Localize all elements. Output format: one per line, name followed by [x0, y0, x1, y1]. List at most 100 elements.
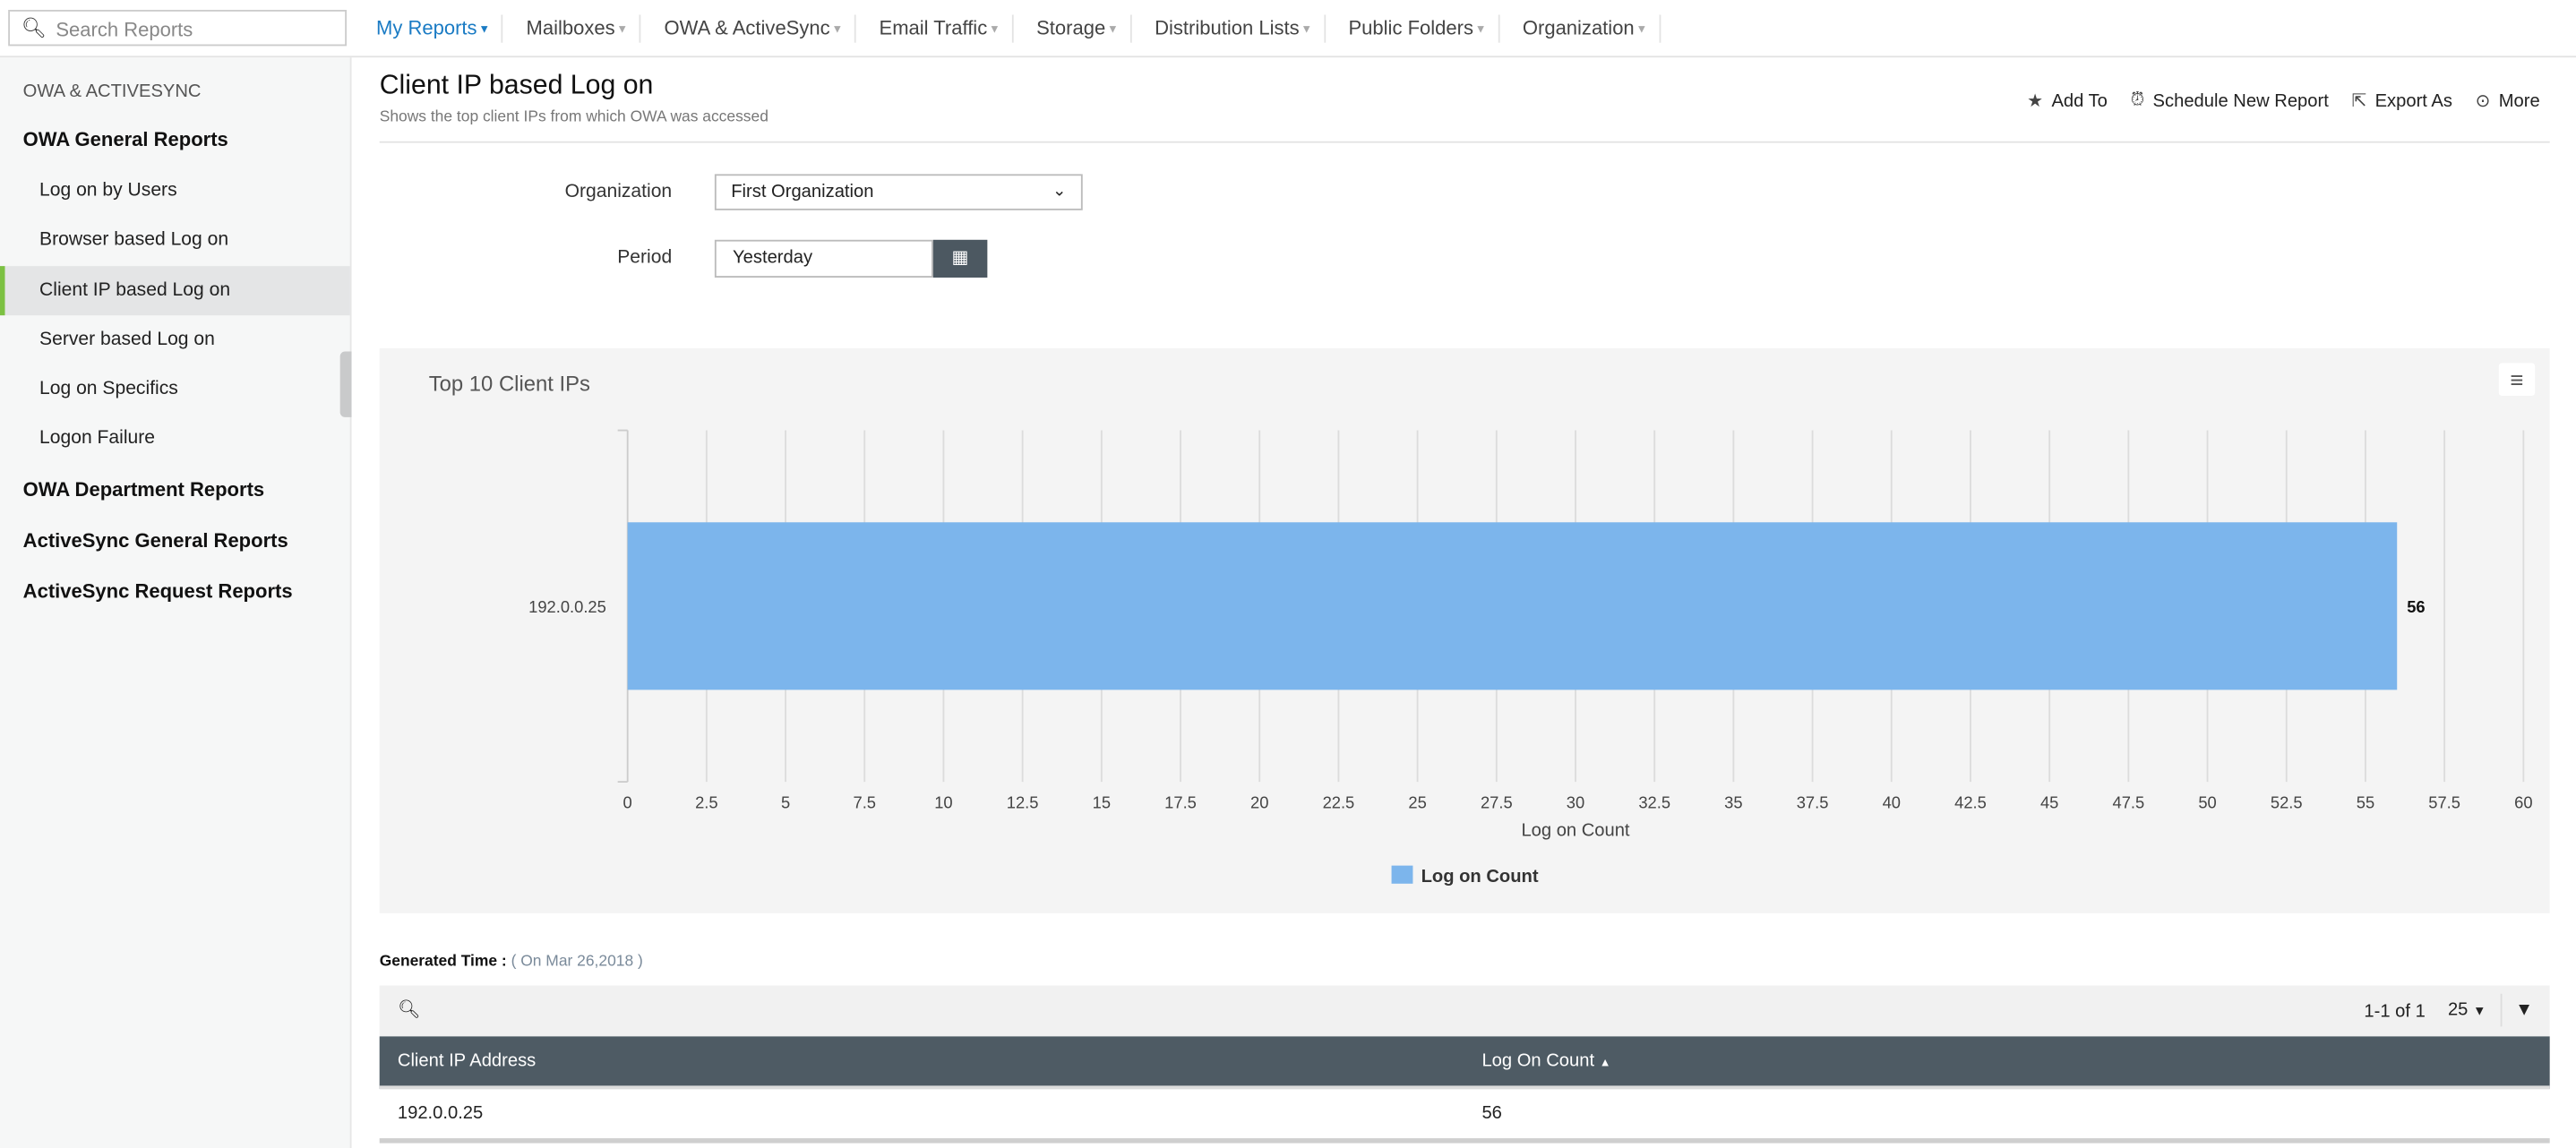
more-button[interactable]: ⊙ More [2475, 90, 2540, 112]
nav-tab-label: Distribution Lists [1155, 15, 1300, 39]
nav-tab-label: Storage [1036, 15, 1106, 39]
chart-menu-icon[interactable]: ≡ [2498, 363, 2536, 397]
legend-swatch [1391, 865, 1413, 884]
caret-down-icon: ▼ [2473, 1003, 2486, 1019]
pagination-info: 1-1 of 1 [2364, 1001, 2426, 1022]
nav-tab-organization[interactable]: Organization ▼ [1511, 13, 1661, 42]
caret-down-icon: ▼ [831, 23, 844, 36]
sidebar-group-owa-department[interactable]: OWA Department Reports [22, 477, 265, 501]
nav-tab-distribution-lists[interactable]: Distribution Lists ▼ [1143, 13, 1326, 42]
chart-title: Top 10 Client IPs [428, 371, 590, 397]
x-tick-label: 12.5 [1007, 792, 1039, 811]
nav-tab-label: Organization [1522, 15, 1635, 39]
legend-label: Log on Count [1421, 867, 1539, 887]
table-toolbar: 🔍︎ 1-1 of 1 25 ▼ ▼ [379, 985, 2550, 1037]
sidebar-item-log-on-by-users[interactable]: Log on by Users [39, 180, 177, 201]
x-tick-label: 7.5 [854, 792, 876, 811]
sidebar-item-client-ip-log-on[interactable]: Client IP based Log on [0, 266, 350, 316]
sidebar-item-log-on-specifics[interactable]: Log on Specifics [39, 379, 178, 399]
nav-tab-owa-activesync[interactable]: OWA & ActiveSync ▼ [653, 13, 856, 42]
x-tick-label: 2.5 [695, 792, 717, 811]
nav-tab-my-reports[interactable]: My Reports ▼ [365, 13, 503, 42]
search-input[interactable]: 🔍︎ Search Reports [8, 10, 348, 47]
main-nav: My Reports ▼ Mailboxes ▼ OWA & ActiveSync ▼ Em… [365, 0, 1672, 56]
x-tick-label: 52.5 [2271, 792, 2303, 811]
x-tick-label: 10 [934, 792, 952, 811]
search-icon: 🔍︎ [21, 16, 47, 40]
add-to-button[interactable]: ★ Add To [2027, 90, 2108, 112]
calendar-button[interactable]: ▦ [932, 239, 988, 278]
sidebar: OWA & ACTIVESYNC OWA General Reports Log… [0, 57, 352, 1148]
nav-tab-public-folders[interactable]: Public Folders ▼ [1337, 13, 1500, 42]
filter-icon[interactable]: ▼ [2500, 993, 2533, 1027]
schedule-report-button[interactable]: ⏰︎ Schedule New Report [2130, 90, 2329, 111]
sidebar-collapse-handle[interactable] [339, 351, 352, 417]
nav-tab-label: OWA & ActiveSync [664, 15, 830, 39]
bar [627, 522, 2398, 690]
period-label: Period [617, 247, 673, 268]
x-tick-label: 45 [2040, 792, 2058, 811]
x-tick-label: 17.5 [1164, 792, 1197, 811]
calendar-icon: ▦ [951, 247, 969, 268]
x-tick-label: 25 [1408, 792, 1426, 811]
x-tick-label: 40 [1883, 792, 1901, 811]
x-tick-label: 27.5 [1481, 792, 1513, 811]
x-tick-label: 60 [2514, 792, 2532, 811]
divider [379, 141, 2550, 143]
table-row: 192.0.0.25 56 [379, 1089, 2550, 1144]
chart-panel: Top 10 Client IPs ≡ 0 2.5 5 7.5 10 12.5 15 17.5… [379, 347, 2550, 913]
x-tick-label: 57.5 [2428, 792, 2460, 811]
table-search-icon[interactable]: 🔍︎ [397, 1000, 421, 1021]
alarm-clock-icon: ⏰︎ [2130, 90, 2145, 110]
generated-time: Generated Time : ( On Mar 26,2018 ) [379, 952, 643, 972]
caret-down-icon: ▼ [616, 23, 629, 36]
x-tick-label: 47.5 [2113, 792, 2145, 811]
nav-tab-email-traffic[interactable]: Email Traffic ▼ [868, 13, 1014, 42]
organization-select[interactable]: First Organization ⌄ [714, 174, 1083, 210]
data-label: 56 [2407, 597, 2425, 616]
nav-tab-label: Email Traffic [879, 15, 988, 39]
nav-tab-mailboxes[interactable]: Mailboxes ▼ [515, 13, 641, 42]
caret-down-icon: ▼ [1474, 23, 1487, 36]
column-header-log-on-count[interactable]: Log On Count ▲ [1481, 1050, 1611, 1071]
bar-chart: 0 2.5 5 7.5 10 12.5 15 17.5 20 22.5 25 27.5 30 32.5 35… [528, 429, 2533, 887]
x-tick-label: 37.5 [1797, 792, 1829, 811]
sidebar-item-logon-failure[interactable]: Logon Failure [39, 428, 156, 449]
top-bar: 🔍︎ Search Reports My Reports ▼ Mailboxes ▼ O… [0, 0, 2576, 58]
sort-ascending-icon: ▲ [1599, 1058, 1611, 1070]
export-icon: ⇱ [2351, 91, 2367, 112]
x-tick-label: 5 [781, 792, 790, 811]
x-tick-label: 15 [1093, 792, 1111, 811]
sidebar-group-owa-general[interactable]: OWA General Reports [22, 128, 228, 151]
period-input[interactable]: Yesterday [714, 239, 933, 278]
export-as-button[interactable]: ⇱ Export As [2351, 90, 2452, 112]
nav-tab-label: Mailboxes [526, 15, 615, 39]
nav-tab-label: My Reports [376, 15, 477, 39]
caret-down-icon: ▼ [1636, 23, 1648, 36]
page-size-select[interactable]: 25 ▼ [2447, 1000, 2486, 1021]
page-subtitle: Shows the top client IPs from which OWA … [379, 108, 769, 127]
x-tick-label: 55 [2357, 792, 2374, 811]
caret-down-icon: ▼ [478, 23, 491, 36]
sidebar-section-title: OWA & ACTIVESYNC [22, 81, 202, 102]
x-tick-label: 0 [623, 792, 632, 811]
chevron-down-icon: ⌄ [1052, 182, 1067, 201]
sidebar-item-server-log-on[interactable]: Server based Log on [39, 330, 215, 350]
sidebar-group-activesync-request[interactable]: ActiveSync Request Reports [22, 579, 293, 604]
caret-down-icon: ▼ [1107, 23, 1119, 36]
page-title: Client IP based Log on [379, 70, 654, 100]
x-axis-title: Log on Count [1521, 821, 1629, 841]
sidebar-item-browser-log-on[interactable]: Browser based Log on [39, 229, 229, 250]
star-icon: ★ [2027, 91, 2044, 112]
x-tick-label: 20 [1250, 792, 1268, 811]
nav-tab-storage[interactable]: Storage ▼ [1025, 13, 1132, 42]
cell-client-ip: 192.0.0.25 [397, 1103, 484, 1124]
x-tick-label: 22.5 [1323, 792, 1355, 811]
sidebar-group-activesync-general[interactable]: ActiveSync General Reports [22, 528, 288, 553]
caret-down-icon: ▼ [1301, 23, 1313, 36]
organization-label: Organization [564, 182, 673, 202]
column-header-client-ip[interactable]: Client IP Address [397, 1050, 537, 1071]
x-tick-label: 50 [2198, 792, 2216, 811]
y-category-label: 192.0.0.25 [528, 597, 606, 616]
x-tick-label: 30 [1567, 792, 1584, 811]
